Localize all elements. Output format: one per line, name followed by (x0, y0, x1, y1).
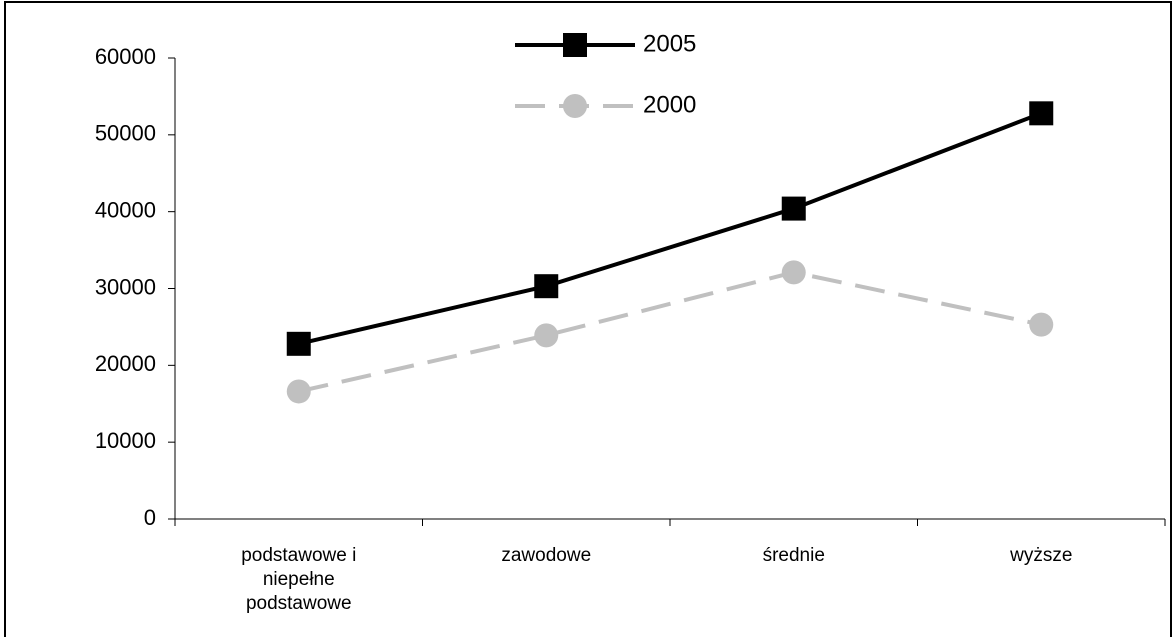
x-tick-label: podstawowe i niepełne podstawowe (241, 545, 356, 614)
y-tick-label: 0 (144, 505, 156, 530)
legend-label: 2005 (643, 30, 696, 57)
marker (1029, 101, 1054, 126)
marker (286, 331, 311, 356)
chart-frame (4, 1, 1172, 637)
x-tick-label: wyższe (1009, 545, 1072, 566)
y-tick-label: 60000 (95, 44, 156, 69)
marker (781, 260, 806, 285)
y-tick-label: 40000 (95, 197, 156, 222)
series-line (298, 270, 1042, 394)
marker (286, 379, 311, 404)
y-tick-label: 10000 (95, 428, 156, 453)
legend-marker (563, 94, 587, 118)
marker (1029, 312, 1054, 337)
y-tick-label: 20000 (95, 351, 156, 376)
marker (534, 323, 559, 348)
x-tick-label: zawodowe (501, 545, 591, 566)
y-tick-label: 30000 (95, 274, 156, 299)
legend-label: 2000 (643, 91, 696, 118)
y-tick-label: 50000 (95, 121, 156, 146)
legend-marker (563, 33, 587, 57)
series-line (298, 111, 1042, 346)
marker (534, 274, 559, 299)
marker (781, 196, 806, 221)
x-tick-label: średnie (763, 545, 825, 566)
